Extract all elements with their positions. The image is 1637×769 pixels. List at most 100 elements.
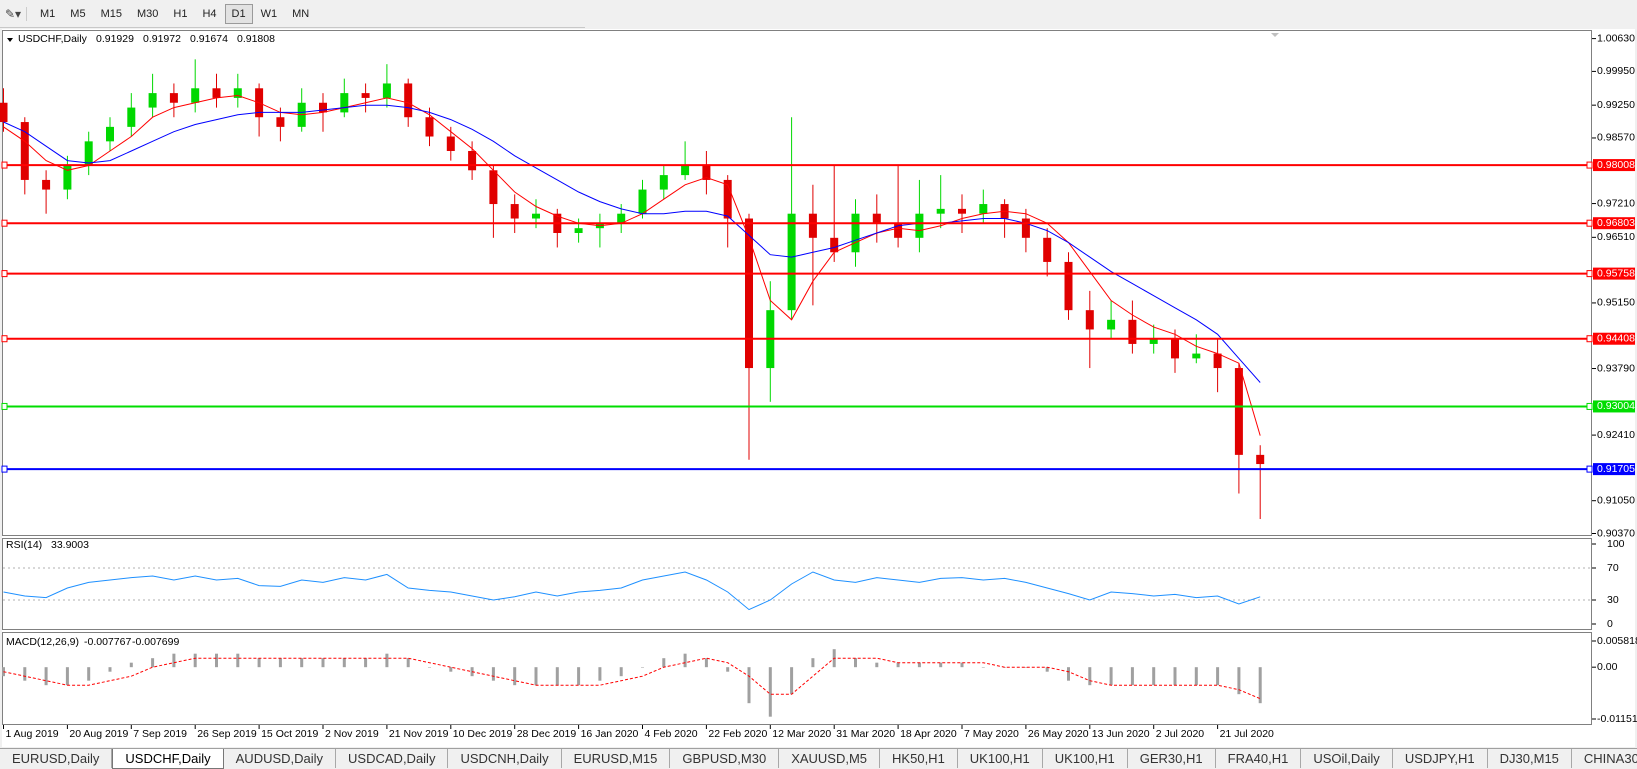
ohlc-value: 0.91929: [96, 33, 134, 45]
macd-bar: [385, 653, 389, 668]
chart-tab[interactable]: USDCHF,Daily: [112, 749, 224, 769]
macd-bar: [875, 662, 879, 668]
macd-bar: [960, 662, 964, 668]
candle-body: [830, 237, 839, 253]
timeframe-button[interactable]: H4: [202, 7, 217, 20]
price-level-tag: [1593, 463, 1635, 476]
macd-bar: [641, 667, 644, 668]
chart-tab[interactable]: FRA40,H1: [1216, 749, 1302, 768]
timeframe-button[interactable]: H1: [173, 7, 188, 20]
candle-body: [404, 83, 413, 118]
candle-body: [148, 93, 157, 108]
candle-body: [1171, 339, 1179, 359]
price-level-handle[interactable]: [1, 402, 8, 410]
chart-tab[interactable]: USDCAD,Daily: [336, 749, 449, 768]
price-level-handle[interactable]: [1586, 161, 1593, 169]
macd-bar: [172, 653, 176, 668]
macd-bar: [1067, 667, 1070, 681]
macd-bar: [981, 667, 985, 668]
x-tick-label: 7 Sep 2019: [133, 728, 187, 740]
macd-bar: [747, 667, 751, 704]
macd-bar: [1024, 667, 1028, 668]
chart-tab[interactable]: EURUSD,Daily: [0, 749, 113, 768]
chart-tab[interactable]: UK100,H1: [958, 749, 1043, 768]
macd-bar: [449, 667, 453, 672]
macd-signal-line: [3, 657, 1261, 700]
timeframe-button[interactable]: M15: [100, 7, 122, 20]
timeframe-button[interactable]: M1: [40, 7, 56, 20]
macd-bar: [23, 667, 27, 681]
timeframe-button[interactable]: M5: [70, 7, 86, 20]
x-tick-label: 13 Jun 2020: [1092, 728, 1150, 740]
y-tick-label: 30: [1607, 594, 1619, 606]
macd-bar: [1088, 667, 1092, 686]
indicator-name: MACD(12,26,9): [6, 636, 79, 648]
x-tick-label: 1 Aug 2019: [6, 728, 59, 740]
timeframe-button[interactable]: MN: [292, 7, 310, 20]
macd-bar: [1173, 667, 1177, 686]
candle-body: [723, 179, 732, 219]
candle-body: [851, 213, 860, 253]
candle-body: [702, 165, 711, 180]
chart-tab[interactable]: USDCNH,Daily: [448, 749, 562, 768]
x-tick-label: 26 May 2020: [1028, 728, 1089, 740]
candle-body: [1234, 368, 1243, 455]
timeframe-button[interactable]: D1: [224, 3, 253, 24]
macd-bar: [257, 658, 261, 668]
x-tick-label: 31 Mar 2020: [836, 728, 895, 740]
rsi-panel-frame: [2, 538, 1592, 630]
chart-tab[interactable]: DJ30,M15: [1488, 749, 1572, 768]
price-level-handle[interactable]: [1586, 465, 1593, 473]
chart-tab[interactable]: GBPUSD,M30: [670, 749, 780, 768]
y-tick-label: 0.00: [1597, 661, 1618, 673]
price-level-tag: [1593, 159, 1635, 172]
candle-body: [191, 88, 200, 103]
timeframe-button[interactable]: M30: [136, 7, 159, 20]
chart-tab[interactable]: AUDUSD,Daily: [224, 749, 337, 768]
price-level-label: 0.95758: [1597, 267, 1635, 279]
candle-body: [1192, 353, 1201, 359]
candle-body: [872, 213, 881, 224]
macd-bar: [1109, 667, 1113, 686]
price-level-handle[interactable]: [1586, 270, 1593, 278]
price-level-handle[interactable]: [1, 219, 8, 227]
y-tick-label: 0.92410: [1597, 429, 1635, 441]
chart-tab[interactable]: HK50,H1: [880, 749, 958, 768]
candle-body: [276, 117, 285, 127]
candle-body: [1107, 319, 1116, 330]
y-tick-label: 100: [1607, 538, 1625, 550]
symbol-menu-arrow[interactable]: [7, 38, 13, 42]
price-level-handle[interactable]: [1586, 335, 1593, 343]
chart-tab[interactable]: XAUUSD,M5: [779, 749, 881, 768]
price-level-handle[interactable]: [1, 465, 8, 473]
chart-tab[interactable]: GER30,H1: [1128, 749, 1216, 768]
price-panel-frame: [2, 30, 1592, 536]
timeframe-button[interactable]: W1: [260, 7, 278, 20]
y-tick-label: 0.95150: [1597, 297, 1635, 309]
price-level-handle[interactable]: [1586, 219, 1593, 227]
candle-body: [617, 213, 626, 224]
chart-tab[interactable]: CHINA300,H4: [1572, 749, 1637, 768]
chart-tab[interactable]: EURUSD,M15: [562, 749, 671, 768]
draw-icon[interactable]: ✎▾: [0, 6, 27, 21]
price-level-handle[interactable]: [1, 335, 8, 343]
macd-bar: [555, 667, 559, 686]
chart-header: USDCHF,Daily 0.91929 0.91972 0.91674 0.9180…: [18, 33, 275, 45]
chart-tab[interactable]: UK100,H1: [1043, 749, 1128, 768]
macd-bar: [65, 667, 69, 686]
candle-body: [1213, 353, 1222, 369]
candle-body: [808, 213, 817, 238]
chart-tab[interactable]: USOil,Daily: [1301, 749, 1393, 768]
price-level-handle[interactable]: [1, 270, 8, 278]
candle-body: [1149, 339, 1158, 344]
macd-bar: [917, 662, 921, 668]
macd-bar: [577, 667, 581, 686]
macd-bar: [513, 667, 517, 686]
price-level-handle[interactable]: [1, 161, 8, 169]
chart-tab[interactable]: USDJPY,H1: [1393, 749, 1488, 768]
price-level-handle[interactable]: [1586, 402, 1593, 410]
x-tick-label: 21 Nov 2019: [389, 728, 449, 740]
candle-body: [42, 179, 51, 190]
candle-body: [169, 93, 178, 103]
candle-body: [979, 204, 988, 214]
